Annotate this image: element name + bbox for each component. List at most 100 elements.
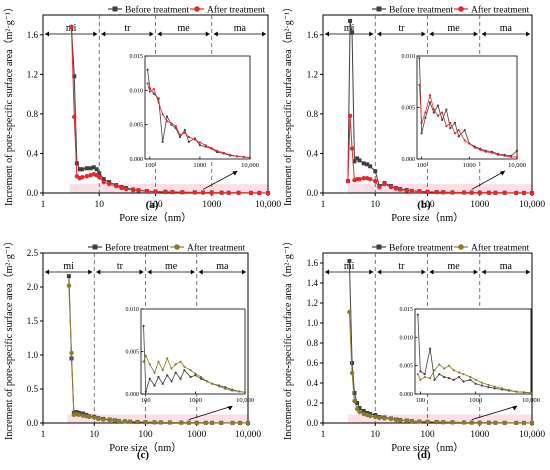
data-point xyxy=(357,409,362,415)
inset-data-point xyxy=(142,360,145,363)
inset-y-tick-label: 0.010 xyxy=(400,335,414,341)
y-tick-label: 1.6 xyxy=(307,258,319,268)
data-point xyxy=(361,411,366,417)
inset-data-point xyxy=(509,155,513,159)
inset-data-point xyxy=(441,111,444,114)
data-point xyxy=(382,181,387,187)
inset-data-point xyxy=(146,68,149,71)
inset-data-point xyxy=(449,127,452,130)
data-point xyxy=(350,30,355,35)
y-tick-label: 1.2 xyxy=(307,298,318,308)
legend-marker xyxy=(92,244,98,250)
inset-data-point xyxy=(183,131,186,135)
data-point xyxy=(203,420,208,425)
data-point xyxy=(237,420,243,426)
region-arrowhead-left xyxy=(377,31,382,37)
zoom-arrowhead xyxy=(232,171,238,176)
inset-data-point xyxy=(453,132,457,135)
inset-data-point xyxy=(189,375,192,379)
zoom-arrow xyxy=(202,170,238,190)
inset-data-point xyxy=(157,375,160,379)
inset-data-point xyxy=(198,141,202,144)
inset-data-point xyxy=(199,377,203,380)
inset-x-tick-label: 100 xyxy=(145,162,155,169)
region-label-ma: ma xyxy=(500,261,513,272)
y-tick-label: 1.5 xyxy=(27,316,39,326)
inset: 100 1000 10,000 0.000 0.005 0.010 0.015 xyxy=(130,54,259,169)
region-label-tr: tr xyxy=(398,261,405,272)
data-point xyxy=(404,188,409,193)
inset-data-point xyxy=(161,140,164,143)
data-point xyxy=(194,420,199,425)
inset-data-point xyxy=(493,385,496,388)
data-point xyxy=(74,161,79,166)
data-point xyxy=(361,161,366,166)
inset-data-point xyxy=(436,114,440,117)
zoom-arrowhead xyxy=(500,171,505,176)
zoom-arrow xyxy=(471,405,518,420)
data-point xyxy=(529,420,535,426)
data-point xyxy=(450,190,455,195)
legend-marker xyxy=(376,6,382,12)
data-point xyxy=(514,190,519,196)
legend-label: After treatment xyxy=(471,5,530,16)
inset-data-point xyxy=(423,373,426,376)
x-tick-label: 10 xyxy=(371,200,381,210)
inset-data-point xyxy=(529,391,533,394)
y-tick-label: 0.4 xyxy=(27,148,39,158)
data-point xyxy=(434,190,439,195)
data-point xyxy=(80,174,85,180)
inset-data-point xyxy=(231,389,234,392)
inset-data-point xyxy=(142,324,145,328)
inset-data-point xyxy=(419,378,422,381)
inset-data-point xyxy=(170,380,173,383)
x-tick-label: 10,000 xyxy=(519,200,545,210)
x-tick-label: 1000 xyxy=(470,200,489,210)
data-point xyxy=(116,418,121,424)
inset-data-point xyxy=(148,90,151,93)
data-point xyxy=(469,190,474,195)
inset-data-point xyxy=(205,380,208,383)
data-point xyxy=(92,415,97,420)
data-point xyxy=(236,190,241,196)
data-point xyxy=(76,412,82,418)
region-arrowhead-left xyxy=(213,31,218,37)
inset-data-point xyxy=(146,82,149,85)
data-point xyxy=(477,420,482,425)
data-point xyxy=(153,189,158,195)
inset-y-tick-label: 0.010 xyxy=(126,307,140,313)
inset-data-point xyxy=(187,140,190,143)
y-tick-label: 0.0 xyxy=(27,418,39,428)
y-tick-label: 1.2 xyxy=(307,69,318,79)
inset-data-point xyxy=(432,111,435,114)
x-tick-label: 1000 xyxy=(202,200,221,210)
legend-label: After treatment xyxy=(207,5,266,16)
x-tick-label: 10 xyxy=(90,430,100,440)
inset-data-point xyxy=(515,155,519,159)
region-arrowhead-right xyxy=(369,269,374,275)
legend-label: After treatment xyxy=(187,243,246,254)
inset-data-point xyxy=(443,367,446,370)
inset-data-point xyxy=(222,151,225,154)
inset-frame xyxy=(414,308,532,395)
legend-marker xyxy=(194,6,200,12)
inset-data-point xyxy=(416,313,419,316)
panel-caption: (b) xyxy=(417,199,431,211)
x-tick-label: 1 xyxy=(321,200,326,210)
data-point xyxy=(349,370,355,376)
inset-data-point xyxy=(469,375,472,379)
inset-y-tick-label: 0.015 xyxy=(130,54,144,60)
inset-data-point xyxy=(457,371,461,374)
data-point xyxy=(72,114,77,120)
data-point xyxy=(355,156,360,161)
inset-data-point xyxy=(174,124,177,128)
data-point xyxy=(493,420,498,425)
data-point xyxy=(367,176,373,182)
inset-data-point xyxy=(515,149,519,152)
inset-data-point xyxy=(224,386,227,389)
inset: 100 1000 10,000 0.000 0.005 0.010 xyxy=(126,307,254,404)
inset-data-point xyxy=(217,385,221,388)
inset-data-point xyxy=(161,369,164,372)
data-point xyxy=(345,178,351,184)
inset-data-point xyxy=(165,120,169,123)
